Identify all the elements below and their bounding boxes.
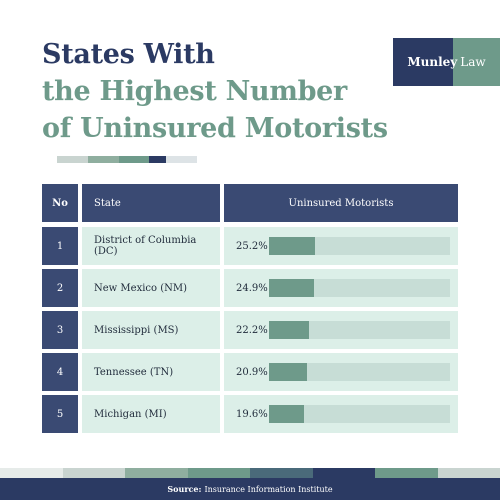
bar (269, 279, 315, 297)
value-cell: 22.2% (224, 311, 458, 349)
value-label: 20.9% (236, 366, 268, 378)
bar-track (269, 405, 450, 423)
value-label: 19.6% (236, 408, 268, 420)
bar-track (269, 321, 450, 339)
value-cell: 20.9% (224, 353, 458, 391)
state-name: District of Columbia (DC) (82, 227, 220, 265)
state-name: Michigan (MI) (82, 395, 220, 433)
source-label: Source: (167, 484, 202, 494)
value-label: 25.2% (236, 240, 268, 252)
bar (269, 405, 305, 423)
footer-stripe (0, 468, 500, 478)
row-number: 5 (42, 395, 78, 433)
row-number: 2 (42, 269, 78, 307)
value-cell: 24.9% (224, 269, 458, 307)
page-title: States With the Highest Number of Uninsu… (42, 36, 388, 147)
logo-brand: Munley (407, 55, 458, 69)
title-line-2: the Highest Number (42, 76, 347, 107)
value-label: 22.2% (236, 324, 268, 336)
source-text: Insurance Information Institute (204, 484, 333, 494)
logo-suffix: Law (460, 55, 486, 69)
state-name: Mississippi (MS) (82, 311, 220, 349)
bar (269, 237, 315, 255)
row-number: 4 (42, 353, 78, 391)
bar-track (269, 363, 450, 381)
header-state: State (82, 184, 220, 222)
title-divider (57, 156, 197, 163)
header-no: No (42, 184, 78, 222)
value-label: 24.9% (236, 282, 268, 294)
brand-logo: Munley Law (393, 38, 500, 86)
bar (269, 363, 307, 381)
row-number: 3 (42, 311, 78, 349)
value-cell: 25.2% (224, 227, 458, 265)
source-footer: Source: Insurance Information Institute (0, 478, 500, 500)
bar-track (269, 279, 450, 297)
title-line-1: States With (42, 39, 215, 70)
row-number: 1 (42, 227, 78, 265)
title-line-3: of Uninsured Motorists (42, 113, 388, 144)
state-name: Tennessee (TN) (82, 353, 220, 391)
value-cell: 19.6% (224, 395, 458, 433)
state-name: New Mexico (NM) (82, 269, 220, 307)
bar (269, 321, 310, 339)
bar-track (269, 237, 450, 255)
header-uninsured: Uninsured Motorists (224, 184, 458, 222)
